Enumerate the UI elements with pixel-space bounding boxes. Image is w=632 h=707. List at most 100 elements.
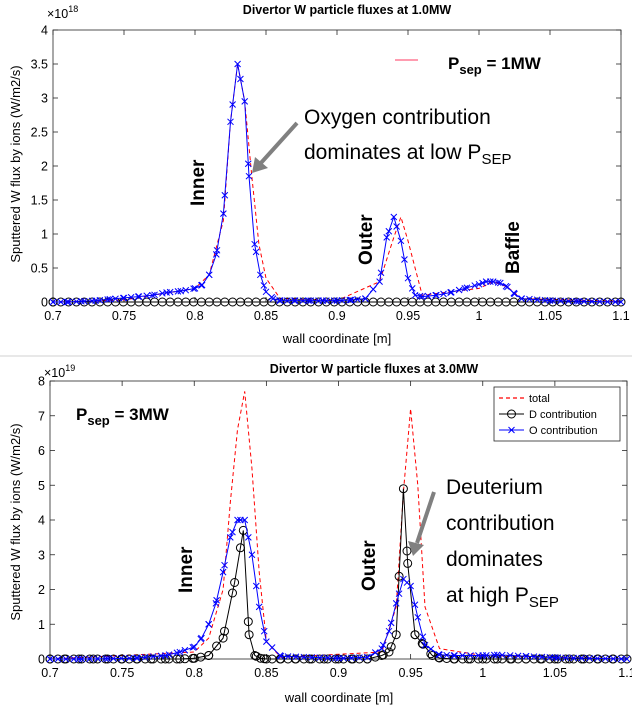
data-point	[127, 293, 135, 301]
data-point	[482, 278, 490, 285]
data-point	[292, 653, 300, 661]
data-point	[63, 298, 71, 306]
data-point	[120, 294, 128, 302]
x-tick-label: 1.05	[543, 666, 567, 680]
data-point	[546, 654, 554, 661]
data-point	[451, 652, 458, 659]
data-point	[78, 655, 86, 663]
data-point	[62, 655, 70, 663]
x-tick-label: 0.95	[396, 309, 420, 323]
y-tick-label: 2	[41, 160, 48, 174]
data-point	[305, 297, 312, 304]
data-point	[235, 543, 245, 553]
data-point	[387, 619, 395, 627]
data-point	[408, 285, 416, 292]
data-point	[504, 283, 511, 291]
data-point	[205, 271, 213, 279]
data-point	[392, 600, 400, 607]
y-tick-label: 2.5	[31, 126, 48, 140]
data-point	[244, 534, 252, 541]
data-point	[521, 654, 531, 664]
data-point	[447, 289, 454, 296]
series-layer	[48, 60, 626, 307]
data-point	[602, 655, 609, 662]
data-point	[393, 223, 400, 230]
data-point	[104, 655, 112, 663]
y-multiplier: ×1018	[47, 4, 78, 21]
data-point	[395, 590, 403, 598]
data-point	[436, 651, 443, 659]
data-point	[181, 646, 189, 654]
plot-frame	[52, 29, 622, 303]
data-point	[424, 292, 432, 300]
data-point	[522, 652, 530, 660]
x-tick-label: 0.75	[110, 666, 134, 680]
data-point	[554, 654, 562, 662]
data-point	[579, 654, 589, 664]
data-point	[479, 652, 487, 659]
data-point	[493, 651, 501, 659]
data-point	[383, 234, 391, 241]
data-point	[506, 652, 514, 659]
data-point	[234, 516, 241, 524]
data-point	[369, 285, 377, 293]
y-axis-label: Sputtered W flux by ions (W/m2/s)	[8, 423, 23, 620]
data-point	[125, 654, 133, 662]
data-point	[110, 655, 117, 662]
x-tick-label: 0.95	[398, 666, 422, 680]
data-point	[433, 291, 440, 299]
data-point	[177, 287, 185, 295]
data-point	[575, 297, 582, 305]
data-point	[400, 575, 407, 583]
data-point	[377, 269, 385, 277]
data-point	[479, 279, 486, 287]
data-point	[596, 298, 604, 306]
data-point	[191, 285, 199, 292]
data-point	[338, 297, 346, 304]
data-point	[198, 281, 206, 289]
y-tick-label: 1	[38, 618, 45, 632]
data-point	[189, 644, 197, 651]
x-tick-label: 0.75	[112, 309, 136, 323]
data-point	[402, 546, 412, 556]
data-point	[118, 654, 125, 662]
data-point	[221, 561, 228, 569]
annotation-line1: Oxygen contribution	[304, 106, 491, 129]
data-point	[204, 651, 214, 660]
data-point	[538, 653, 546, 661]
legend-label-o: O contribution	[529, 425, 597, 437]
data-point	[623, 655, 631, 663]
data-point	[251, 240, 258, 248]
data-point	[421, 641, 429, 649]
data-point	[604, 298, 611, 306]
data-point	[609, 655, 617, 663]
data-point	[78, 297, 85, 305]
data-point	[308, 653, 316, 661]
data-point	[404, 274, 412, 282]
y-tick-label: 1	[41, 228, 48, 242]
data-point	[102, 655, 109, 663]
data-point	[255, 603, 263, 611]
y-tick-label: 2	[38, 583, 45, 597]
outer-label: Outer	[356, 214, 377, 265]
y-tick-label: 8	[38, 375, 45, 389]
data-point	[557, 297, 565, 305]
data-point	[218, 633, 228, 643]
x-tick-label: 1	[479, 666, 486, 680]
data-point	[471, 282, 479, 289]
data-point	[427, 645, 435, 653]
data-point	[514, 652, 522, 660]
chart-title: Divertor W particle fluxes at 1.0MW	[243, 3, 452, 17]
data-point	[229, 101, 236, 108]
x-axis-label: wall coordinate [m]	[282, 331, 391, 346]
x-tick-label: 1.05	[538, 309, 562, 323]
data-point	[163, 289, 170, 296]
data-point	[92, 297, 99, 304]
data-point	[335, 654, 342, 662]
x-tick-label: 0.8	[186, 309, 203, 323]
data-point	[490, 651, 498, 659]
data-point	[316, 654, 324, 661]
x-tick-label: 0.9	[330, 666, 347, 680]
x-axis-label: wall coordinate [m]	[284, 690, 393, 705]
